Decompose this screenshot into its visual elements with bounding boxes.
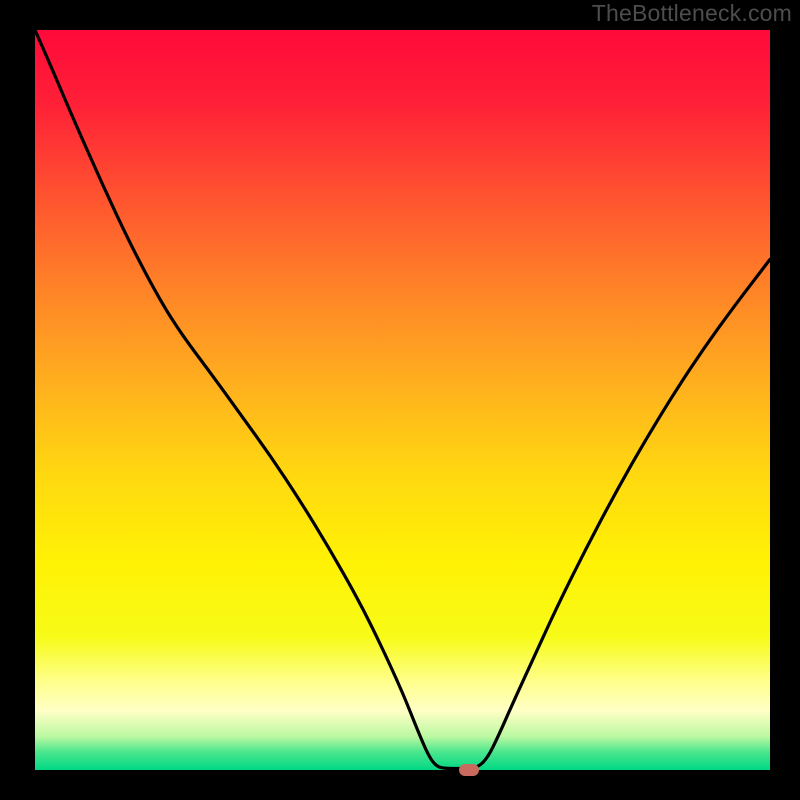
chart-frame: TheBottleneck.com (0, 0, 800, 800)
plot-area (35, 30, 770, 770)
bottleneck-curve (35, 30, 770, 770)
optimum-marker (459, 764, 479, 776)
curve-path (35, 30, 770, 769)
watermark-text: TheBottleneck.com (592, 0, 792, 27)
